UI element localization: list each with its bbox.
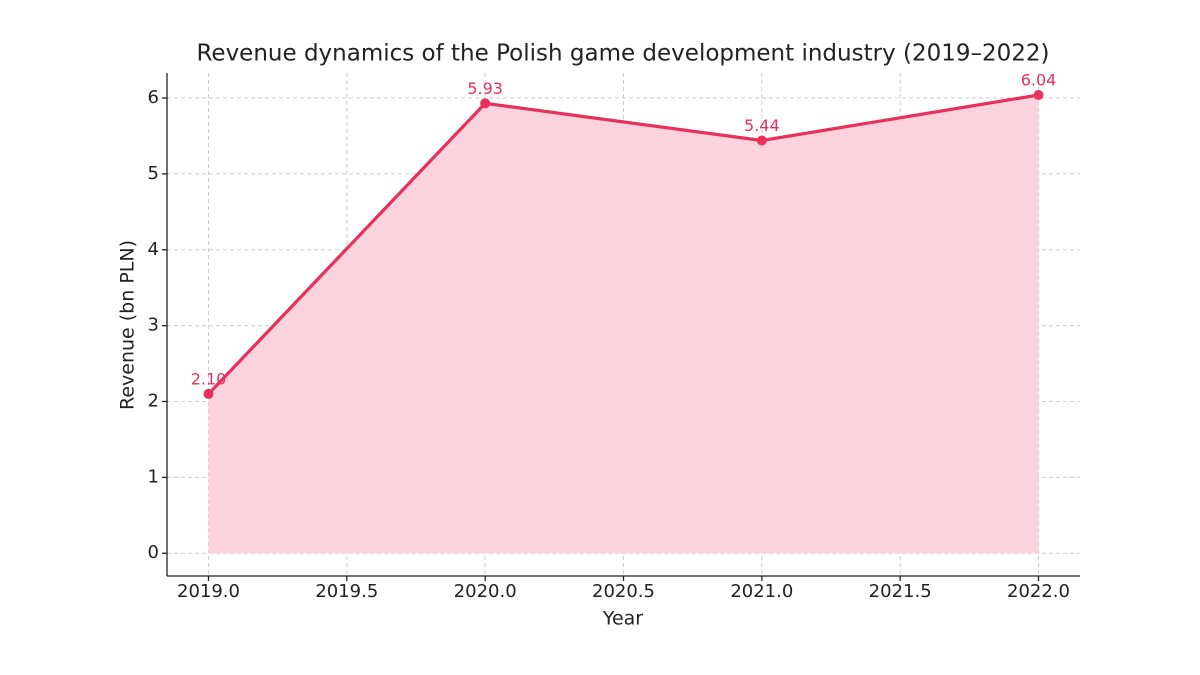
y-tick-label: 0 [148,542,159,563]
data-label: 5.44 [744,116,780,135]
point [203,388,214,399]
x-tick-label: 2020.0 [454,581,517,602]
line [207,93,1039,396]
y-tick-label: 5 [148,163,159,184]
y-tick-label: 3 [148,315,159,336]
x-axis-label: Year [602,608,643,630]
x-tick-label: 2019.5 [315,581,378,602]
point [480,98,491,109]
data-label: 2.10 [191,369,227,388]
x-tick-label: 2021.5 [869,581,932,602]
y-tick-label: 1 [148,466,159,487]
point [1033,90,1044,101]
data-label: 5.93 [467,79,503,98]
y-tick-label: 6 [148,87,159,108]
point [756,135,767,146]
area [208,95,1039,554]
x-tick-label: 2019.0 [177,581,240,602]
x-tick-label: 2020.5 [592,581,655,602]
chart-title: Revenue dynamics of the Polish game deve… [196,41,1049,67]
y-tick-label: 2 [148,391,159,412]
y-axis-label: Revenue (bn PLN) [117,240,139,410]
data-label: 6.04 [1021,71,1057,90]
x-tick-label: 2022.0 [1007,581,1070,602]
y-tick-label: 4 [148,239,159,260]
x-tick-label: 2021.0 [730,581,793,602]
